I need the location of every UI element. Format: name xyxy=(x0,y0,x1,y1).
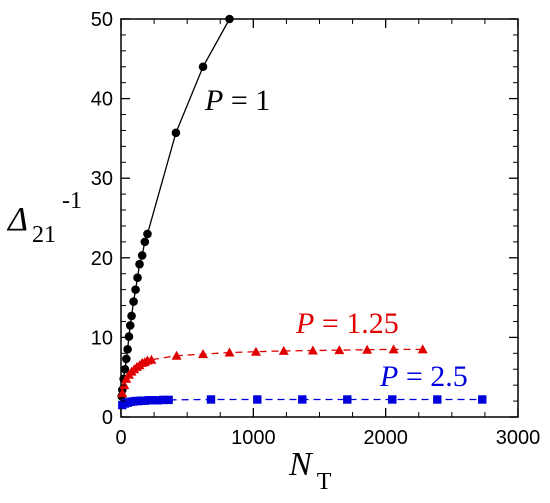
series-markers xyxy=(117,14,487,410)
y-tick-label: 30 xyxy=(91,168,113,190)
data-point-p1-25 xyxy=(417,344,428,354)
y-tick-label: 10 xyxy=(91,327,113,349)
data-point-p1 xyxy=(225,14,234,24)
data-point-p2-5 xyxy=(253,395,262,404)
series-label-p1-25: P = 1.25 xyxy=(295,307,399,340)
data-point-p1 xyxy=(124,332,134,341)
data-point-p2-5 xyxy=(159,395,168,405)
data-point-p2-5 xyxy=(164,395,173,405)
data-point-p1-25 xyxy=(362,344,373,354)
data-point-p1 xyxy=(125,321,135,330)
series-curve-p1 xyxy=(121,18,231,397)
data-point-p1-25 xyxy=(171,350,182,360)
x-tick-label: 1000 xyxy=(231,427,276,449)
plot-frame xyxy=(120,18,519,418)
data-point-p1-25 xyxy=(198,349,209,359)
axis-ticks xyxy=(120,18,519,418)
series-label-value: = 2.5 xyxy=(398,360,467,393)
x-axis-title-sub: T xyxy=(317,469,332,495)
data-point-p1 xyxy=(121,354,131,364)
x-axis-title: N T xyxy=(288,446,332,495)
y-axis-title: Δ 21 -1 xyxy=(6,188,82,248)
y-axis-title-main: Δ xyxy=(6,201,28,238)
data-point-p1 xyxy=(123,345,132,354)
series-label-value: = 1.25 xyxy=(314,307,398,340)
data-point-p1 xyxy=(137,251,147,260)
data-point-p1 xyxy=(131,285,140,294)
series-label-p2-5: P = 2.5 xyxy=(379,360,468,393)
data-point-p2-5 xyxy=(298,395,307,404)
tick-labels: 0 1000 2000 3000 0 10 20 30 40 50 xyxy=(91,9,541,449)
y-tick-label: 20 xyxy=(91,248,113,270)
data-point-p1 xyxy=(140,237,150,247)
data-point-p1 xyxy=(127,311,136,321)
x-axis-title-main: N xyxy=(288,446,314,483)
series-label-p1: P = 1 xyxy=(204,84,270,117)
data-point-p2-5 xyxy=(148,396,157,405)
series-curves xyxy=(121,18,483,406)
x-tick-label: 2000 xyxy=(363,427,408,449)
data-point-p1-25 xyxy=(278,345,289,355)
data-point-p1 xyxy=(171,128,181,138)
data-point-p1 xyxy=(143,229,152,239)
data-point-p1-25 xyxy=(250,346,261,356)
series-label-variable: P xyxy=(379,360,398,393)
series-label-variable: P xyxy=(295,307,314,340)
data-point-p1-25 xyxy=(224,347,235,357)
y-axis-title-sub: 21 xyxy=(32,222,56,248)
x-tick-label: 3000 xyxy=(496,427,541,449)
data-point-p1 xyxy=(135,259,144,269)
data-point-p2-5 xyxy=(433,395,442,404)
data-point-p2-5 xyxy=(206,395,216,404)
data-point-p1-25 xyxy=(334,345,345,355)
series-label-variable: P xyxy=(204,84,223,117)
data-point-p2-5 xyxy=(343,395,352,404)
y-tick-label: 0 xyxy=(102,407,113,429)
data-point-p1 xyxy=(129,297,138,306)
y-tick-label: 50 xyxy=(91,9,113,31)
x-tick-label: 0 xyxy=(115,427,126,449)
data-point-p2-5 xyxy=(478,395,487,404)
series-curve-p2-5 xyxy=(121,398,483,406)
data-point-p2-5 xyxy=(153,396,163,405)
data-point-p1-25 xyxy=(146,354,157,364)
series-label-value: = 1 xyxy=(223,84,270,117)
data-point-p1-25 xyxy=(117,388,128,398)
data-point-p1 xyxy=(133,273,142,283)
data-point-p1-25 xyxy=(388,344,399,354)
data-point-p1 xyxy=(198,62,208,72)
data-point-p2-5 xyxy=(388,395,397,404)
y-axis-title-sup: -1 xyxy=(62,188,82,214)
y-tick-label: 40 xyxy=(91,89,113,111)
data-point-p1-25 xyxy=(307,345,318,355)
series-labels: P = 1P = 1.25P = 2.5 xyxy=(204,84,468,393)
series-curve-p1-25 xyxy=(121,348,423,394)
